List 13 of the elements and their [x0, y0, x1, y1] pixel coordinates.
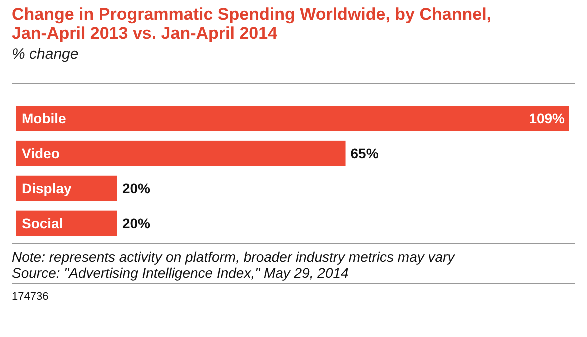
y-tick-label: Display	[22, 180, 72, 196]
y-tick-label: Social	[22, 215, 64, 232]
text: Note: represents activity on platform, broader industry metrics may vary	[12, 249, 456, 265]
text: 174736	[12, 291, 49, 303]
source-note: Source: "Advertising Intelligence Index," May 29, 2014	[12, 265, 350, 281]
y-tick-label: Video	[22, 146, 60, 162]
data-label: 20%	[122, 215, 152, 232]
chart-title: Change in Programmatic Spending Worldwide, by Channel, Jan-April 2013 vs. Jan-April 2014	[12, 5, 492, 43]
data-label: 65%	[350, 146, 380, 162]
y-tick-label: Mobile	[22, 110, 67, 127]
data-label: 109%	[529, 110, 566, 127]
data-label: 20%	[122, 180, 152, 196]
chart-subtitle: % change	[12, 46, 79, 63]
